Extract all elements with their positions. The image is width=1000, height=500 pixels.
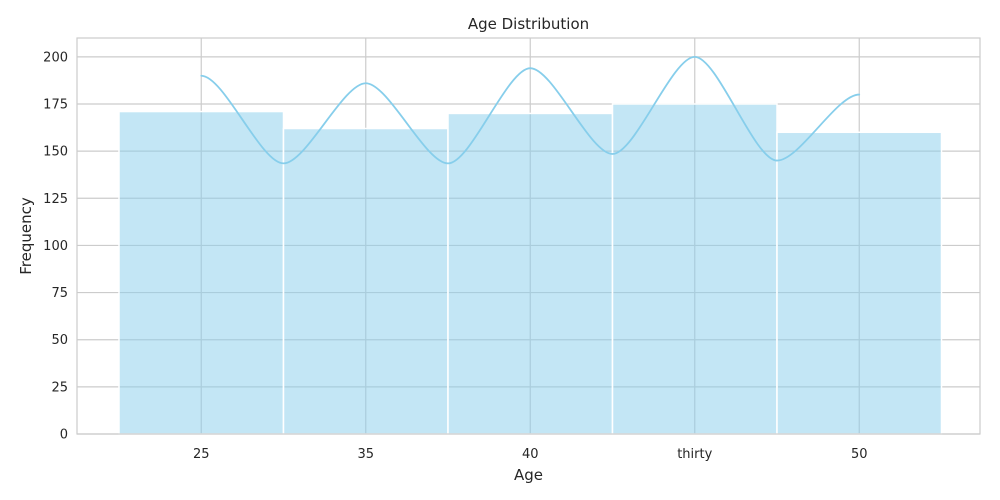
y-tick-label: 75 — [51, 286, 68, 301]
histogram-bar — [447, 112, 614, 435]
y-tick-label: 200 — [43, 50, 68, 65]
chart-title: Age Distribution — [468, 15, 589, 33]
x-tick-label: 50 — [851, 447, 868, 462]
y-tick-label: 25 — [51, 380, 68, 395]
histogram-bar — [776, 131, 943, 435]
y-tick-label: 100 — [43, 239, 68, 254]
y-tick-label: 125 — [43, 192, 68, 207]
x-tick-label: thirty — [677, 447, 712, 462]
y-tick-labels: 0 25 50 75 100 125 150 175 200 — [43, 50, 68, 442]
y-tick-label: 150 — [43, 145, 68, 160]
y-axis-label: Frequency — [17, 197, 35, 275]
x-tick-label: 35 — [357, 447, 374, 462]
kde-line — [200, 55, 861, 165]
histogram-bar — [611, 103, 778, 435]
bars-layer — [118, 103, 943, 435]
x-tick-label: 40 — [522, 447, 539, 462]
x-tick-labels: 25 35 40 thirty 50 — [193, 447, 868, 462]
y-tick-label: 50 — [51, 333, 68, 348]
y-tick-label: 175 — [43, 98, 68, 113]
histogram-bar — [282, 127, 449, 435]
y-tick-label: 0 — [60, 428, 68, 443]
x-axis-label: Age — [514, 466, 543, 484]
x-tick-label: 25 — [193, 447, 210, 462]
histogram-bar — [118, 110, 285, 435]
plot-frame — [76, 37, 981, 435]
